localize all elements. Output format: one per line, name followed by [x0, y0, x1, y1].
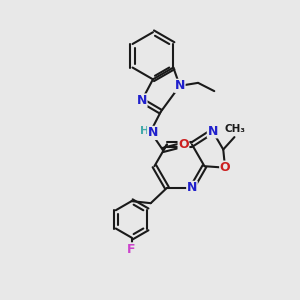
Text: N: N	[207, 125, 218, 138]
Text: N: N	[175, 79, 185, 92]
Text: N: N	[187, 182, 197, 194]
Text: N: N	[136, 94, 147, 107]
Text: CH₃: CH₃	[225, 124, 246, 134]
Text: O: O	[220, 161, 230, 174]
Text: H: H	[140, 126, 149, 136]
Text: O: O	[178, 138, 189, 151]
Text: F: F	[127, 243, 136, 256]
Text: N: N	[148, 126, 158, 140]
